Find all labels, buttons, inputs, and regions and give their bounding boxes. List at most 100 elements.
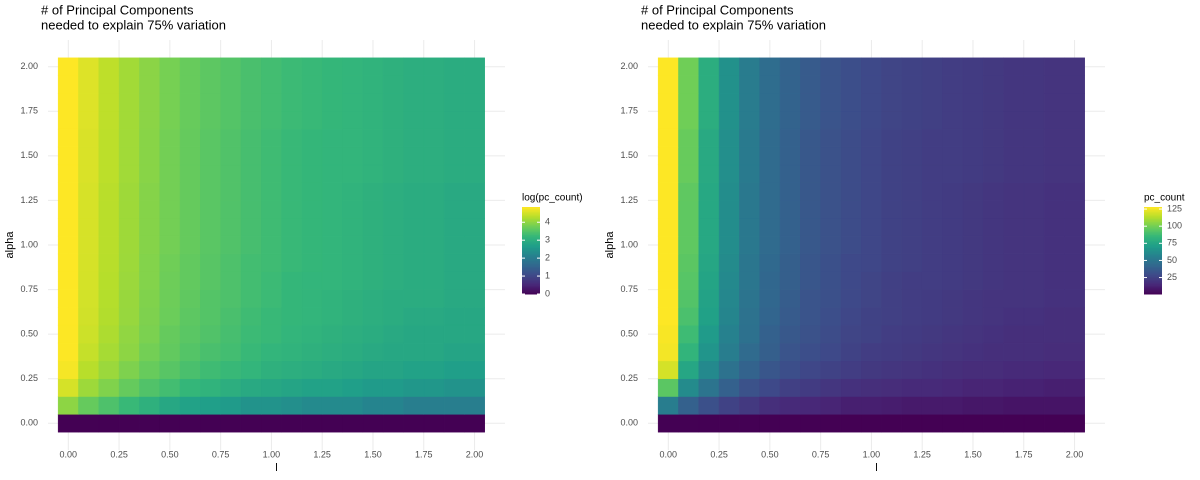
heat-cell xyxy=(301,342,323,362)
heat-cell xyxy=(962,253,984,272)
colorbar-step xyxy=(1144,243,1162,246)
heat-cell xyxy=(942,414,964,433)
heat-cell xyxy=(301,57,323,76)
heat-cell xyxy=(800,200,821,219)
heat-cell xyxy=(657,146,679,166)
heat-cell xyxy=(78,200,100,219)
heat-cell xyxy=(759,164,781,183)
heat-cell xyxy=(1023,111,1045,130)
heat-cell xyxy=(78,75,100,94)
heat-cell xyxy=(901,360,923,379)
heat-cell xyxy=(901,57,923,76)
heat-cell xyxy=(942,93,964,112)
heat-cell xyxy=(281,378,303,397)
heat-cell xyxy=(200,75,221,94)
heat-cell xyxy=(718,182,740,201)
heat-cell xyxy=(739,253,760,272)
heat-cell xyxy=(57,253,79,272)
heat-cell xyxy=(301,378,323,397)
heat-cell xyxy=(901,93,923,112)
heat-cell xyxy=(861,111,882,130)
heat-cell xyxy=(820,75,842,94)
y-tick-label: 2.00 xyxy=(620,61,638,71)
heat-cell xyxy=(718,342,740,362)
colorbar-step xyxy=(522,282,540,285)
heat-cell xyxy=(779,360,801,379)
heat-cell xyxy=(779,378,801,397)
x-axis-label: l xyxy=(875,462,877,474)
colorbar-step xyxy=(1144,282,1162,285)
heat-cell xyxy=(220,360,242,379)
heat-cell xyxy=(443,218,465,237)
heat-cell xyxy=(820,324,842,344)
heat-cell xyxy=(718,146,740,166)
heat-cell xyxy=(982,164,1004,183)
heat-cell xyxy=(759,235,781,255)
heat-cell xyxy=(1043,235,1065,255)
heat-cell xyxy=(98,57,120,76)
heat-cell xyxy=(220,253,242,272)
heat-cell xyxy=(139,414,160,433)
heat-cell xyxy=(78,57,100,76)
heat-cell xyxy=(840,218,862,237)
heat-cell xyxy=(861,182,882,201)
colorbar-step xyxy=(522,251,540,254)
heat-cell xyxy=(657,164,679,183)
y-tick-label: 1.25 xyxy=(20,195,38,205)
colorbar-step xyxy=(522,285,540,288)
heat-cell xyxy=(281,235,303,255)
heat-cell xyxy=(98,289,120,308)
heat-cell xyxy=(159,218,181,237)
heat-cell xyxy=(1003,218,1025,237)
heat-cell xyxy=(159,128,181,148)
heat-cell xyxy=(942,164,964,183)
heat-cell xyxy=(261,235,282,255)
legend-title: log(pc_count) xyxy=(522,193,583,204)
x-tick-label: 1.25 xyxy=(313,449,331,459)
heat-cell xyxy=(200,378,221,397)
heat-cell xyxy=(342,218,364,237)
heat-cell xyxy=(200,57,221,76)
heat-cell xyxy=(657,396,679,415)
heat-cell xyxy=(921,324,943,344)
heat-cell xyxy=(840,111,862,130)
heat-cell xyxy=(982,57,1004,76)
x-tick-label: 0.75 xyxy=(212,449,230,459)
heat-cell xyxy=(78,146,100,166)
chart-title: # of Principal Components xyxy=(41,2,194,17)
colorbar-step xyxy=(522,236,540,238)
heat-cell xyxy=(139,200,160,219)
x-tick-label: 1.75 xyxy=(415,449,433,459)
heat-cell xyxy=(139,235,160,255)
heat-cell xyxy=(443,414,465,433)
colorbar-step xyxy=(522,253,540,256)
colorbar-step xyxy=(1144,215,1162,218)
heat-cell xyxy=(1064,164,1085,183)
heat-cell xyxy=(678,271,700,290)
heat-cell xyxy=(240,253,262,272)
heat-cell xyxy=(1023,396,1045,415)
heat-cell xyxy=(342,75,364,94)
heat-cell xyxy=(1064,128,1085,148)
heat-cell xyxy=(982,253,1004,272)
heat-cell xyxy=(982,271,1004,290)
heat-cell xyxy=(118,218,140,237)
heat-cell xyxy=(657,200,679,219)
heat-cell xyxy=(382,218,404,237)
heat-cell xyxy=(1064,111,1085,130)
colorbar-step xyxy=(1144,230,1162,233)
heat-cell xyxy=(942,146,964,166)
heat-cell xyxy=(739,396,760,415)
heat-cell xyxy=(881,289,903,308)
heat-cell xyxy=(840,146,862,166)
heat-cell xyxy=(118,235,140,255)
heat-cell xyxy=(698,324,720,344)
heat-cell xyxy=(881,200,903,219)
heat-cell xyxy=(159,111,181,130)
heat-cell xyxy=(779,235,801,255)
heat-cell xyxy=(200,128,221,148)
heat-cell xyxy=(179,200,201,219)
heat-cell xyxy=(57,324,79,344)
colorbar-step xyxy=(1144,276,1162,279)
heat-cell xyxy=(159,396,181,415)
